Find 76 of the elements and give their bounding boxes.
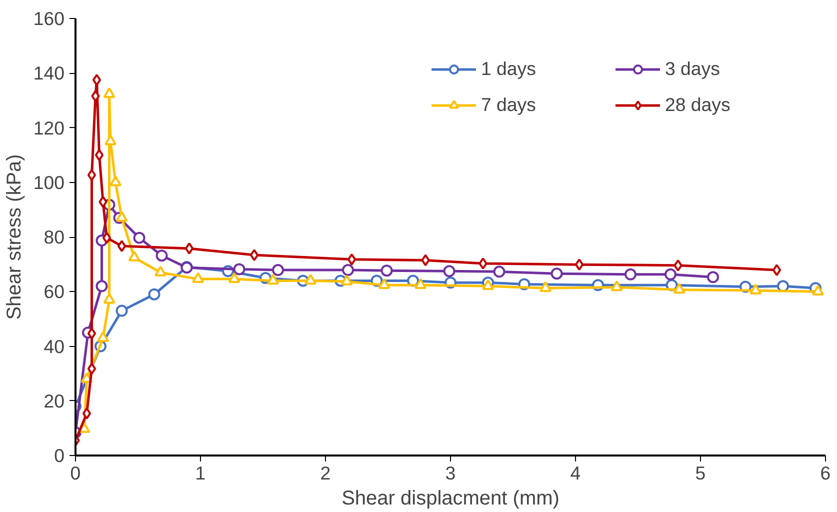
y-tick-label: 80 [44, 226, 65, 248]
point [750, 284, 762, 294]
x-tick-label: 3 [445, 462, 456, 484]
legend-label: 7 days [481, 94, 537, 116]
point [624, 268, 636, 280]
point [342, 264, 354, 276]
y-tick-label: 0 [54, 445, 65, 466]
point [116, 304, 128, 317]
point [102, 232, 112, 244]
point [184, 242, 194, 254]
point [674, 259, 682, 272]
point [92, 74, 102, 86]
point [110, 176, 122, 186]
x-tick-label: 2 [320, 462, 331, 484]
point [493, 266, 506, 278]
point [664, 268, 676, 280]
point [117, 240, 126, 252]
point [87, 362, 96, 375]
point [812, 284, 824, 296]
point [116, 211, 128, 222]
y-axis-title: Shear stress (kPa) [3, 154, 26, 320]
point [443, 265, 456, 278]
x-tick-label: 1 [195, 462, 206, 484]
point [478, 257, 488, 270]
point [98, 196, 108, 208]
point [380, 264, 393, 277]
point [96, 280, 108, 292]
x-tick-label: 5 [695, 462, 706, 484]
y-tick-label: 100 [33, 172, 65, 193]
point [82, 407, 92, 420]
point [154, 266, 166, 276]
point [540, 281, 552, 292]
y-tick-label: 120 [33, 117, 65, 138]
point [156, 250, 168, 262]
point [414, 278, 426, 289]
point [97, 331, 109, 342]
point [91, 90, 100, 102]
point [482, 279, 494, 290]
point [103, 293, 116, 304]
point [707, 271, 719, 284]
point [550, 268, 563, 280]
legend-label: 28 days [665, 94, 732, 116]
x-tick-label: 6 [820, 462, 831, 484]
x-axis-title: Shear displacment (mm) [342, 488, 560, 510]
point [87, 169, 96, 181]
point [673, 282, 686, 294]
y-tick-label: 40 [44, 336, 65, 357]
point [272, 264, 284, 276]
y-tick-label: 20 [44, 390, 65, 412]
point [378, 278, 390, 289]
point [103, 87, 116, 98]
point [228, 272, 240, 283]
point [304, 274, 316, 285]
x-tick-label: 0 [70, 462, 81, 484]
point [267, 274, 279, 285]
legend-label: 3 days [665, 58, 721, 80]
point [574, 258, 584, 271]
x-tick-label: 4 [570, 462, 581, 484]
y-tick-label: 60 [44, 281, 65, 302]
y-tick-label: 140 [33, 62, 65, 84]
point [610, 280, 623, 292]
point [233, 263, 246, 276]
point [772, 264, 782, 276]
point [94, 149, 104, 162]
point [340, 274, 353, 286]
legend-label: 1 days [481, 58, 537, 80]
point [87, 327, 96, 340]
point [421, 254, 430, 266]
y-tick-label: 160 [33, 8, 65, 29]
point [148, 288, 160, 300]
point [347, 253, 356, 266]
point [104, 134, 116, 146]
point [192, 272, 204, 283]
point [250, 249, 259, 262]
point [128, 250, 140, 262]
point [133, 232, 146, 244]
